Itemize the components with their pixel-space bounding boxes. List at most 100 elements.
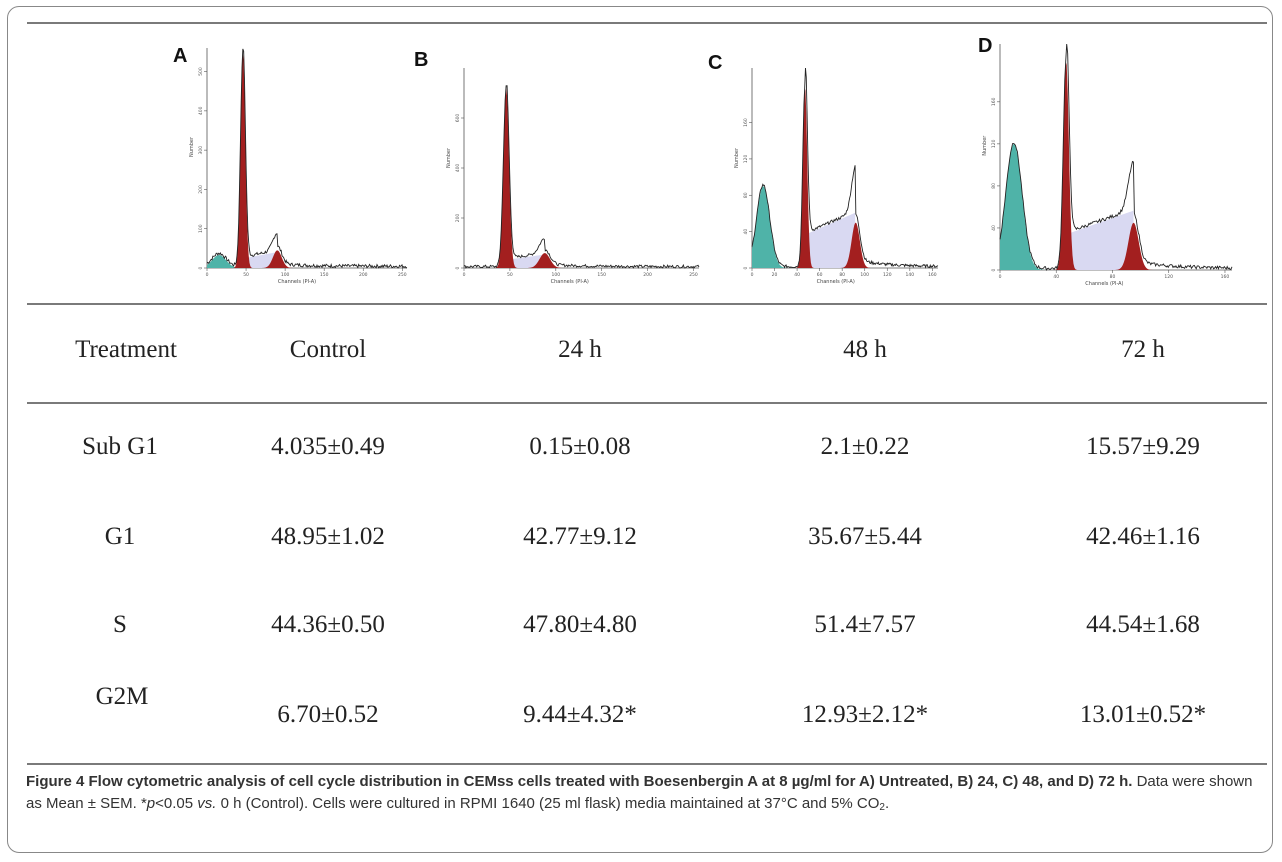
y-axis-label: Number (982, 135, 988, 156)
y-tick-label: 0 (455, 266, 461, 269)
x-tick-label: 100 (552, 272, 561, 278)
s-phase-area (752, 212, 938, 268)
x-tick-label: 100 (281, 272, 290, 278)
caption-text: 0 h (Control). Cells were cultured in RP… (216, 795, 880, 812)
y-tick-label: 200 (198, 185, 204, 194)
table-cell: 42.77±9.12 (523, 523, 637, 550)
g1-peak-area (464, 88, 699, 268)
figure-caption: Figure 4 Flow cytometric analysis of cel… (26, 771, 1262, 819)
table-cell: 13.01±0.52* (1079, 701, 1207, 728)
x-tick-label: 0 (463, 272, 466, 278)
x-axis-label: Channels (PI-A) (817, 279, 855, 285)
x-tick-label: 120 (883, 272, 892, 278)
table-header-treatment: Treatment (75, 336, 177, 363)
subg1-area (752, 186, 938, 268)
caption-text: . (884, 795, 890, 812)
y-tick-label: 300 (198, 146, 204, 155)
row-label-g1: G1 (104, 523, 136, 550)
y-tick-label: 120 (991, 139, 997, 148)
y-tick-label: 400 (455, 164, 461, 173)
x-tick-label: 0 (751, 272, 754, 278)
caption-text: <0.05 (155, 795, 198, 812)
table-cell: 35.67±5.44 (808, 523, 922, 550)
row-label-g2m: G2M (95, 683, 149, 710)
panel-label: D (978, 35, 992, 57)
y-tick-label: 40 (991, 225, 997, 231)
s-phase-area (207, 252, 407, 268)
y-axis-label: Number (446, 147, 452, 168)
x-tick-label: 200 (643, 272, 652, 278)
y-tick-label: 400 (198, 106, 204, 115)
row-label-s: S (113, 611, 127, 638)
table-cell: 12.93±2.12* (801, 701, 929, 728)
x-axis-label: Channels (PI-A) (1085, 281, 1123, 287)
row-label-subg1: Sub G1 (82, 433, 158, 460)
x-axis-label: Channels (PI-A) (278, 279, 316, 285)
y-tick-label: 80 (743, 192, 749, 198)
y-tick-label: 160 (743, 118, 749, 127)
panel-label: A (173, 45, 187, 67)
table-cell: 6.70±0.52 (277, 701, 379, 728)
y-tick-label: 0 (743, 266, 749, 269)
table-cell: 15.57±9.29 (1086, 433, 1200, 460)
table-cell: 42.46±1.16 (1086, 523, 1200, 550)
table-cell: 9.44±4.32* (523, 701, 637, 728)
x-tick-label: 160 (928, 272, 937, 278)
table-header-72h: 72 h (1121, 336, 1165, 363)
table-cell: 0.15±0.08 (529, 433, 631, 460)
y-tick-label: 200 (455, 214, 461, 223)
table-cell: 44.54±1.68 (1086, 611, 1200, 638)
x-tick-label: 50 (243, 272, 249, 278)
table-cell: 51.4±7.57 (814, 611, 916, 638)
table-header-48h: 48 h (843, 336, 887, 363)
y-axis-label: Number (189, 136, 195, 157)
y-tick-label: 600 (455, 114, 461, 123)
s-phase-area (1000, 210, 1232, 270)
histogram-panel-a: A 0 100 200 300 400 500 Number 0 50 100 150 200 250 Ch… (155, 36, 420, 298)
x-tick-label: 160 (1221, 274, 1230, 280)
table-cell: 48.95±1.02 (271, 523, 385, 550)
table-header-control: Control (289, 336, 367, 363)
table-cell: 47.80±4.80 (523, 611, 637, 638)
histogram-panel-d: D 0 40 80 120 160 Number 0 40 80 120 160 Channels (P… (972, 35, 1242, 298)
y-tick-label: 40 (743, 229, 749, 235)
y-tick-label: 0 (198, 266, 204, 269)
x-tick-label: 150 (320, 272, 329, 278)
x-tick-label: 150 (597, 272, 606, 278)
panel-label: B (414, 49, 428, 71)
header-rule (27, 402, 1267, 404)
caption-title: Figure 4 Flow cytometric analysis of cel… (26, 773, 1133, 790)
histogram-panel-b: B 0 200 400 600 Number 0 50 100 150 200 250 Channels… (412, 36, 707, 298)
panel-label: C (708, 52, 722, 74)
x-tick-label: 100 (860, 272, 869, 278)
y-tick-label: 80 (991, 183, 997, 189)
x-tick-label: 60 (817, 272, 823, 278)
x-tick-label: 40 (794, 272, 800, 278)
histogram-line (751, 67, 939, 269)
histogram-line (999, 43, 1233, 271)
y-axis-label: Number (734, 147, 740, 168)
caption-subscript: 2 (879, 802, 885, 813)
x-tick-label: 120 (1164, 274, 1173, 280)
table-cell: 44.36±0.50 (271, 611, 385, 638)
bottom-rule (27, 763, 1267, 765)
g1-peak-area (207, 52, 407, 268)
s-phase-area (464, 254, 699, 268)
x-tick-label: 0 (206, 272, 209, 278)
histogram-line (463, 85, 700, 269)
panel-rule (27, 303, 1267, 305)
x-tick-label: 20 (772, 272, 778, 278)
table-cell: 4.035±0.49 (271, 433, 385, 460)
x-tick-label: 250 (689, 272, 698, 278)
x-axis-label: Channels (PI-A) (551, 279, 589, 285)
y-tick-label: 120 (743, 154, 749, 163)
histogram-line (206, 48, 408, 269)
x-tick-label: 140 (906, 272, 915, 278)
table-cell: 2.1±0.22 (820, 433, 910, 460)
y-tick-label: 160 (991, 97, 997, 106)
top-rule (27, 22, 1267, 24)
table-header-24h: 24 h (558, 336, 602, 363)
x-tick-label: 80 (1110, 274, 1116, 280)
y-tick-label: 500 (198, 67, 204, 76)
y-tick-label: 0 (991, 268, 997, 271)
